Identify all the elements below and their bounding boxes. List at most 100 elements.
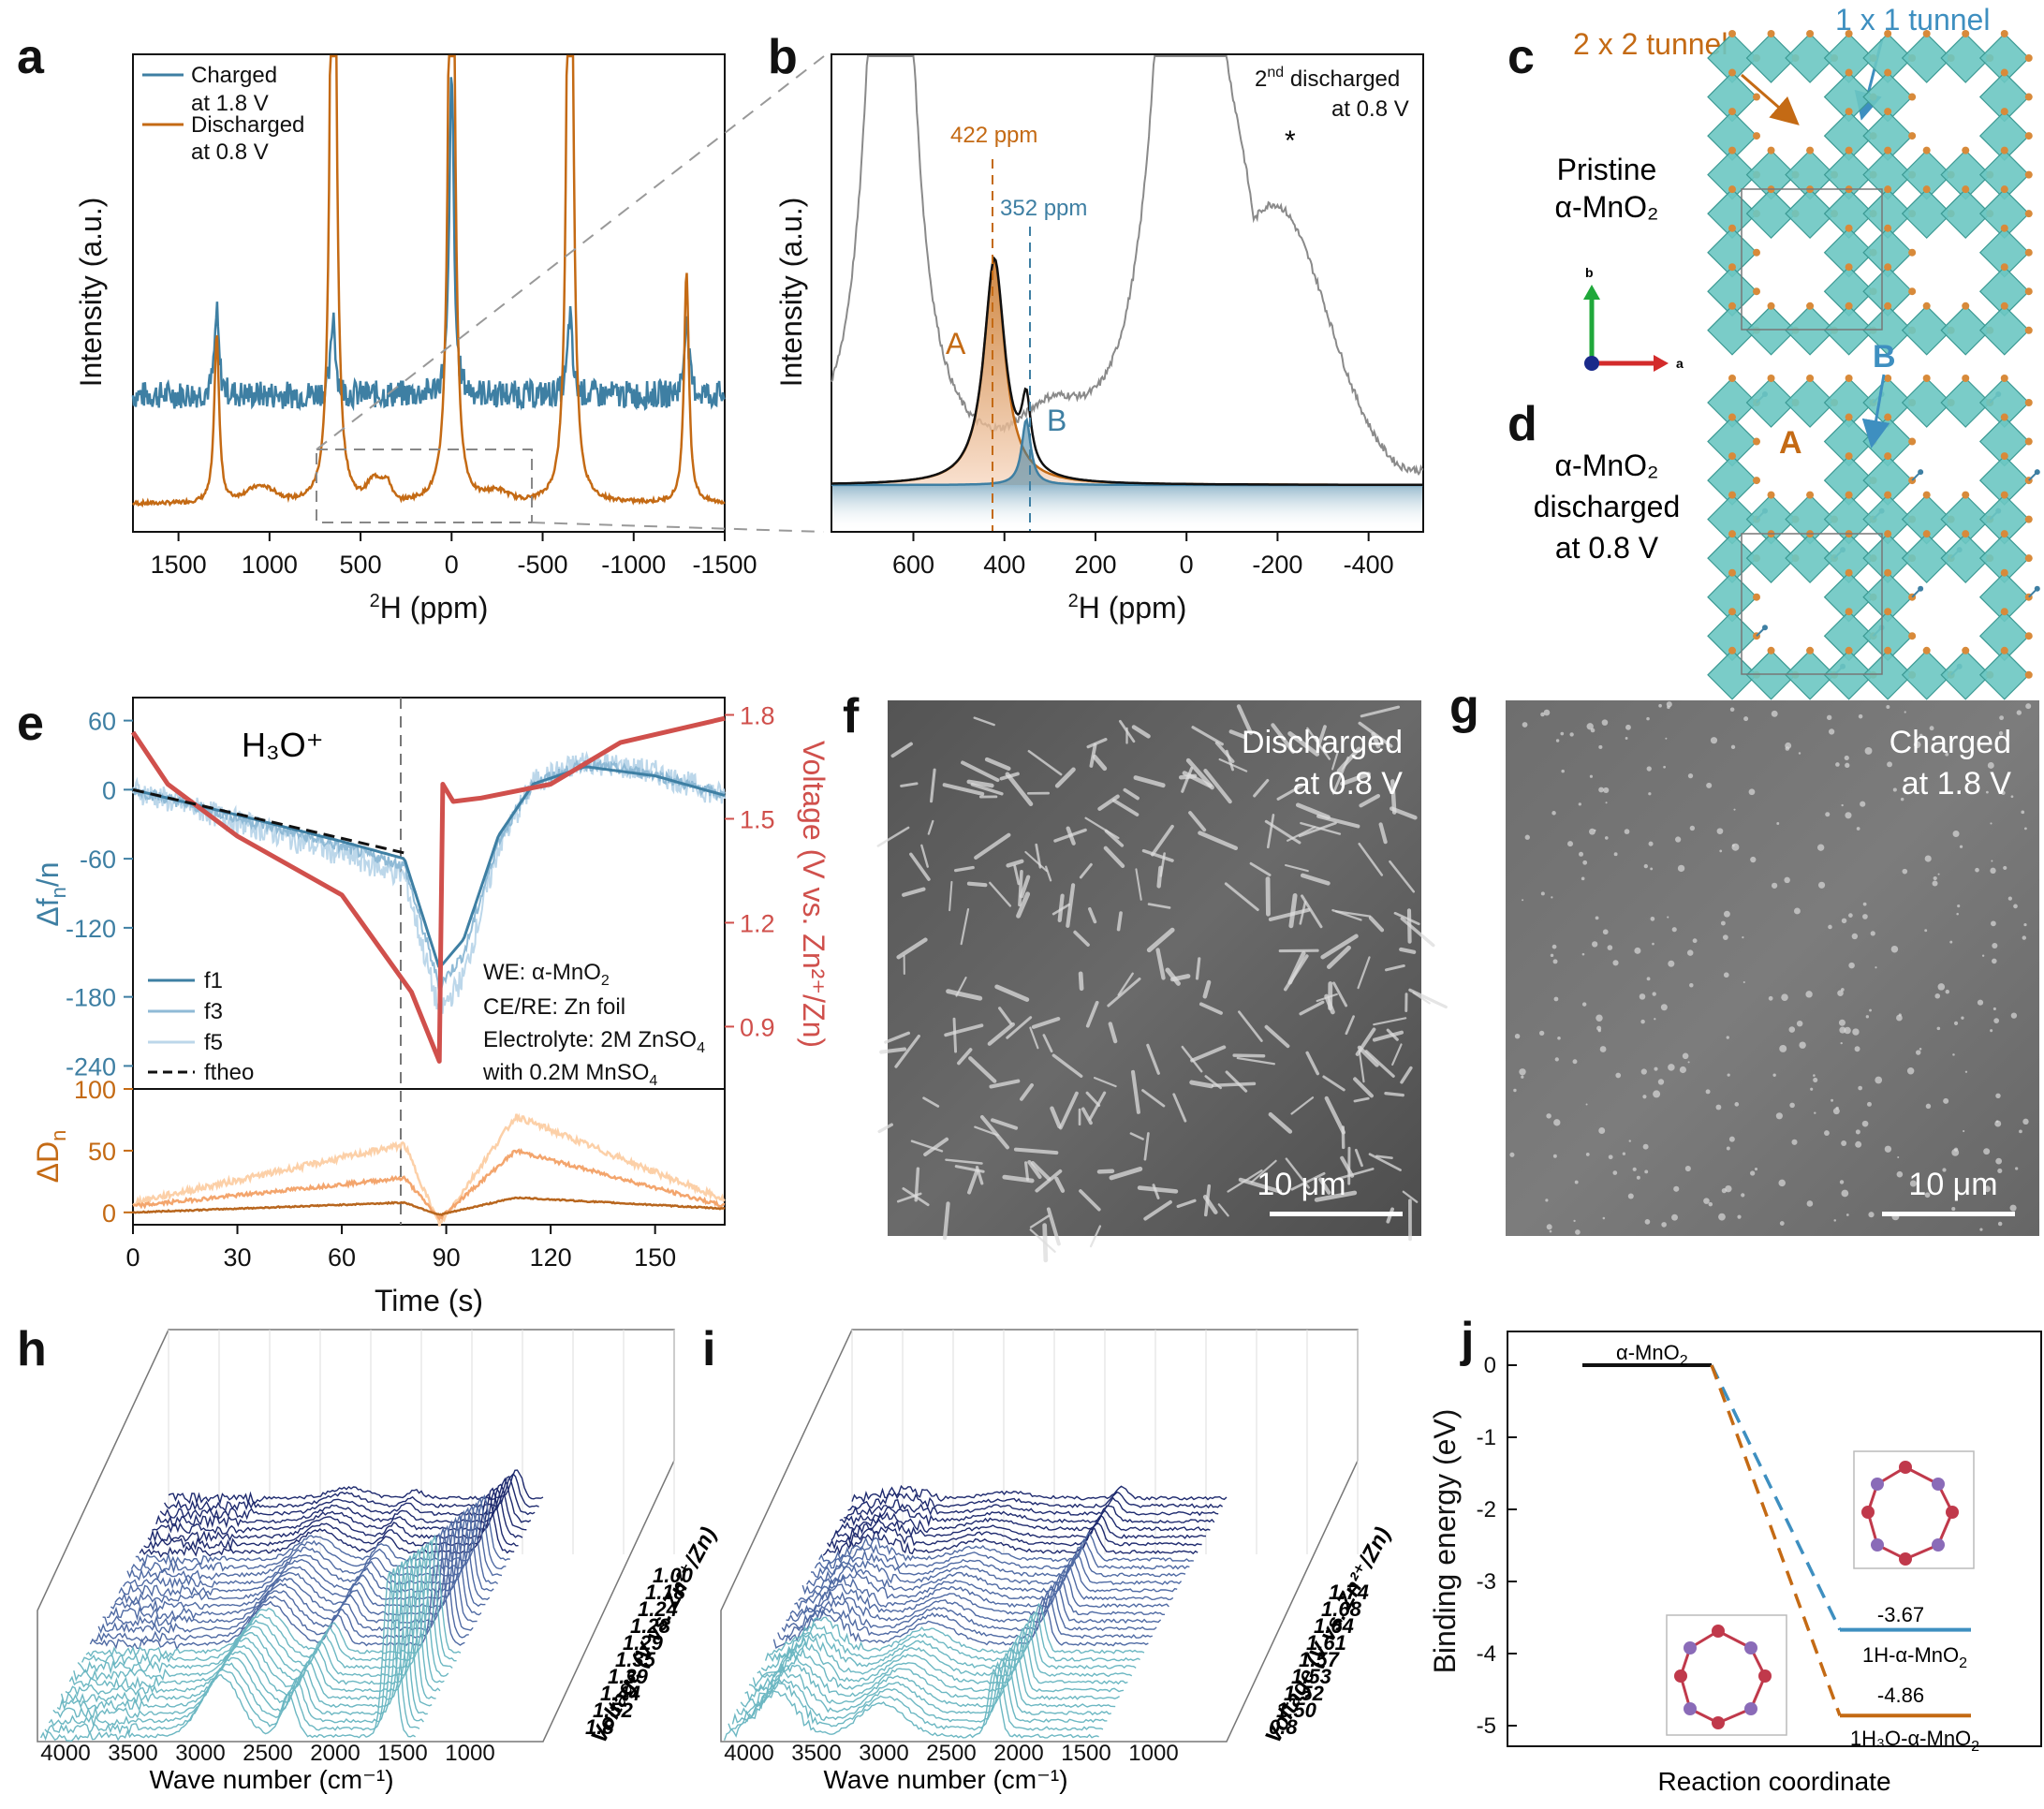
nanoflake — [960, 907, 970, 946]
panel-f-letter: f — [843, 689, 860, 743]
surface-particle — [1884, 1145, 1892, 1153]
surface-particle — [1852, 1028, 1860, 1036]
nanoflake — [1042, 1223, 1049, 1263]
waterfall-frame — [720, 1329, 1359, 1743]
nanoflake — [909, 852, 931, 881]
mno6-octahedron — [1785, 33, 1835, 83]
oxygen-atom — [2000, 263, 2008, 272]
panel-e-ylabel-bottom: ΔDn — [31, 1130, 70, 1184]
nanoflake — [1198, 831, 1239, 850]
surface-particle — [1845, 762, 1850, 768]
nanoflake — [1250, 1159, 1277, 1184]
panel-e-letter: e — [17, 697, 44, 751]
oxygen-atom — [1753, 593, 1760, 601]
panel-b-x-ticks: 600 400 200 0 -200 -400 — [892, 532, 1394, 579]
nanoflake — [923, 1137, 949, 1156]
surface-particle — [1741, 1193, 1745, 1198]
surface-particle — [1925, 1103, 1932, 1110]
oxygen-atom — [1728, 646, 1736, 654]
mno6-octahedron — [1785, 533, 1835, 584]
surface-particle — [1937, 983, 1946, 991]
surface-particle — [1750, 856, 1757, 863]
oxygen-atom — [2000, 452, 2008, 461]
nanoflake — [1030, 1161, 1051, 1182]
surface-particle — [1868, 1212, 1875, 1218]
mno6-octahedron — [1940, 188, 1992, 240]
spectrum-trace — [847, 1491, 1224, 1511]
panel-b-curves — [831, 55, 1424, 487]
nanoflake — [1368, 916, 1385, 933]
surface-particle — [1653, 1090, 1661, 1098]
axis-b-label: b — [1585, 265, 1594, 280]
nanoflake — [1228, 729, 1247, 740]
nanoflake — [1375, 1155, 1393, 1160]
oxygen-atom — [2000, 646, 2008, 654]
panel-b-tick-label: -400 — [1344, 551, 1394, 579]
surface-particle — [1793, 907, 1801, 915]
panel-a-ylabel: Intensity (a.u.) — [74, 198, 108, 388]
oxygen-atom — [2024, 210, 2033, 218]
nanoflake — [1408, 988, 1448, 1009]
nanoflake — [1390, 806, 1418, 820]
oxygen-atom — [2000, 375, 2008, 382]
e-right-tick-label: 1.5 — [740, 805, 775, 833]
voltage-tick-label: 1.35 — [615, 1648, 656, 1671]
nanoflake — [984, 757, 1011, 772]
mno6-octahedron — [1978, 649, 2030, 700]
panel-i-xlabel: Wave number (cm⁻¹) — [823, 1765, 1067, 1794]
sem-f-scale-label: 10 μm — [1257, 1167, 1346, 1202]
oxygen-atom — [1767, 646, 1775, 654]
discharged-caption-line2: discharged — [1534, 490, 1681, 523]
nanoflake — [1123, 787, 1140, 801]
nanoflake — [942, 1201, 950, 1241]
nanoflake — [967, 1169, 979, 1195]
spectrum-trace — [752, 1627, 1128, 1688]
oxygen-atom — [1845, 608, 1853, 616]
panel-e-info: WE: α-MnO2 CE/RE: Zn foil Electrolyte: 2… — [482, 960, 705, 1089]
sem-g-label-line1: Charged — [1890, 725, 2011, 760]
surface-particle — [1743, 716, 1749, 722]
voltage-tick-label: 1.74 — [1329, 1581, 1369, 1604]
spectrum-trace — [723, 1668, 1099, 1741]
oxygen-atom — [2000, 491, 2008, 499]
sem-f-scale-bar — [1270, 1212, 1403, 1216]
nanoflake — [1141, 1089, 1166, 1108]
waterfall-x-tick-label: 4000 — [40, 1741, 90, 1766]
nanoflake — [1084, 816, 1120, 840]
mno6-octahedron — [1862, 649, 1913, 700]
nanoflake — [1185, 757, 1214, 790]
oxygen-atom — [1767, 30, 1775, 37]
surface-particle — [1661, 1222, 1667, 1228]
surface-particle — [1886, 705, 1890, 710]
oxygen-atom — [2000, 530, 2008, 538]
panel-j-energy-levels — [1582, 1363, 1971, 1718]
nanoflake — [1155, 948, 1166, 980]
panel-e-ylabel-left: Δfn/n — [31, 861, 70, 926]
surface-particle — [1578, 802, 1581, 806]
nanoflake — [1054, 1176, 1066, 1193]
nanoflake — [1103, 846, 1125, 868]
e-right-tick-label: 1.8 — [740, 701, 775, 729]
surface-particle — [1949, 940, 1953, 944]
surface-particle — [1841, 1189, 1849, 1198]
pristine-caption-line1: Pristine — [1557, 153, 1657, 186]
surface-particle — [1906, 1067, 1915, 1075]
nanoflake — [979, 1114, 1009, 1150]
surface-particle — [1784, 876, 1790, 884]
nanoflake — [1203, 769, 1232, 804]
panel-i-zlabel: Voltage (V vs. Zn²⁺/Zn) — [1260, 1523, 1396, 1748]
nanoflake — [952, 1017, 958, 1053]
panel-c: c 2 x 2 tunnel 1 x 1 tunnel Pristine α-M… — [1507, 3, 2033, 372]
spectrum-trace — [794, 1568, 1169, 1610]
surface-particle — [1805, 991, 1813, 998]
oxygen-atom — [1908, 93, 1917, 101]
oxygen-atom — [1845, 413, 1853, 421]
oxygen-atom — [1728, 263, 1736, 272]
nanoflake — [1181, 1045, 1203, 1073]
surface-particle — [1776, 822, 1780, 825]
surface-particle — [1689, 982, 1694, 988]
nanoflake — [1053, 828, 1087, 843]
panel-a-letter: a — [17, 30, 45, 84]
nanoflake — [1331, 750, 1340, 771]
nanoflake — [1389, 860, 1416, 893]
